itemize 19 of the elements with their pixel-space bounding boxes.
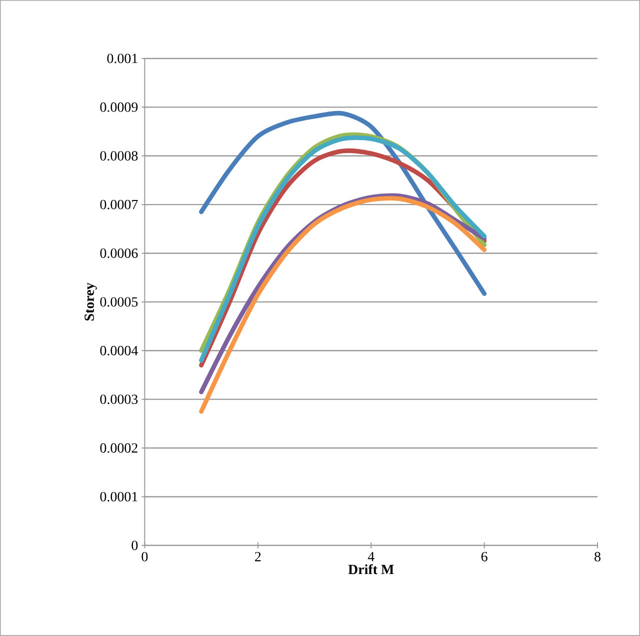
x-tick-label: 2	[255, 552, 261, 562]
y-tick-label: 0.001	[107, 54, 138, 64]
y-tick-label: 0.0002	[100, 443, 138, 453]
x-tick-label: 6	[481, 552, 488, 562]
y-tick-label: 0.0004	[100, 346, 138, 356]
y-tick-label: 0.0005	[100, 297, 138, 307]
x-tick-label: 0	[142, 552, 148, 562]
x-axis-title: Drift M	[348, 564, 394, 574]
y-tick-label: 0.0006	[100, 248, 138, 258]
y-tick-label: 0.0007	[100, 200, 138, 210]
x-tick-label: 4	[368, 552, 374, 562]
y-tick-label: 0.0003	[100, 394, 138, 404]
x-tick-label: 8	[594, 552, 600, 562]
y-tick-label: 0	[132, 540, 138, 550]
y-tick-label: 0.0001	[100, 492, 138, 502]
y-axis-title: Storey	[84, 282, 97, 320]
line-series	[199, 110, 487, 296]
y-tick-label: 0.0009	[100, 102, 138, 112]
y-tick-label: 0.0008	[100, 151, 138, 161]
